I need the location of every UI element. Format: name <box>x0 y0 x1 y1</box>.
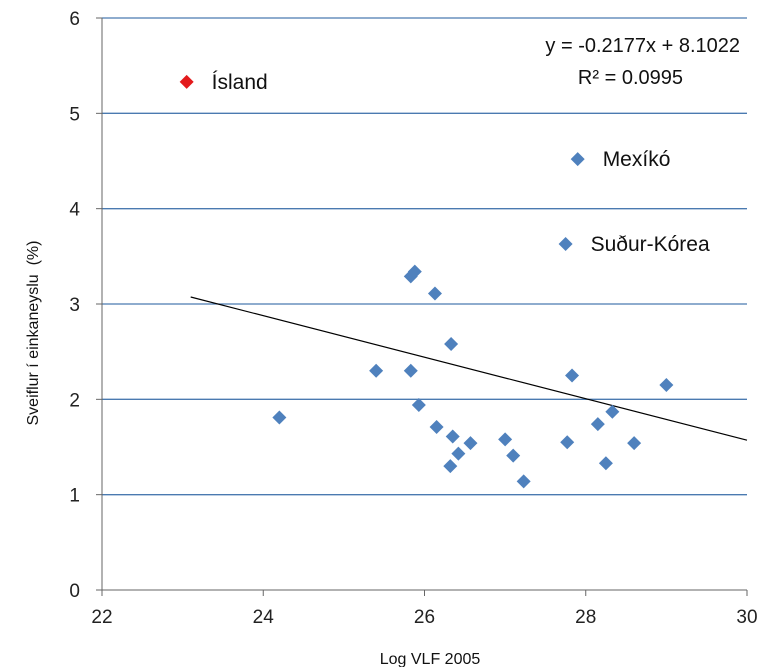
x-axis-label: Log VLF 2005 <box>380 651 481 667</box>
point-label: Ísland <box>212 71 268 94</box>
data-point <box>429 419 444 434</box>
data-point <box>445 429 460 444</box>
trendline <box>190 296 748 441</box>
data-point <box>498 432 513 447</box>
data-point <box>565 368 580 383</box>
data-point <box>516 474 531 489</box>
data-point <box>451 446 466 461</box>
x-tick-label: 28 <box>575 607 596 628</box>
y-tick-label: 6 <box>69 9 80 30</box>
data-point <box>659 378 674 393</box>
data-point <box>444 337 459 352</box>
x-tick-label: 22 <box>91 607 112 628</box>
data-point <box>369 363 384 378</box>
data-point <box>590 417 605 432</box>
y-tick-label: 4 <box>69 200 80 221</box>
x-tick-label: 24 <box>253 607 275 628</box>
data-point <box>463 436 478 451</box>
y-tick-label: 1 <box>69 486 80 507</box>
data-point <box>407 264 422 279</box>
y-tick-label: 0 <box>69 581 80 602</box>
data-point <box>598 456 613 471</box>
data-point <box>403 363 418 378</box>
data-point-ísland <box>179 74 194 89</box>
point-labels: Ísland Mexíkó Suður-Kórea <box>212 71 710 256</box>
trendline-equation: y = -0.2177x + 8.1022 <box>545 35 740 57</box>
data-point <box>411 398 426 413</box>
x-tick-label: 26 <box>414 607 435 628</box>
y-axis-label: Sveiflur í einkaneyslu (%) <box>25 241 42 426</box>
y-tick-label: 5 <box>69 104 80 125</box>
data-point <box>627 436 642 451</box>
data-point-suður-kórea <box>558 236 573 251</box>
point-label: Suður-Kórea <box>591 233 710 256</box>
data-point <box>506 448 521 463</box>
gridlines <box>102 17 747 496</box>
data-point <box>427 286 442 301</box>
data-point <box>560 435 575 450</box>
r-squared-label: R² = 0.0995 <box>578 67 683 89</box>
y-tick-label: 2 <box>69 390 80 411</box>
y-tick-labels: 0 1 2 3 4 5 6 <box>69 9 102 602</box>
data-points <box>179 74 674 489</box>
data-point <box>443 459 458 474</box>
data-point <box>605 404 620 419</box>
y-tick-label: 3 <box>69 295 80 316</box>
point-label: Mexíkó <box>603 148 671 171</box>
data-point <box>272 410 287 425</box>
x-tick-labels: 22 24 26 28 30 <box>91 590 758 628</box>
x-tick-label: 30 <box>736 607 757 628</box>
data-point-mexíkó <box>570 152 585 167</box>
